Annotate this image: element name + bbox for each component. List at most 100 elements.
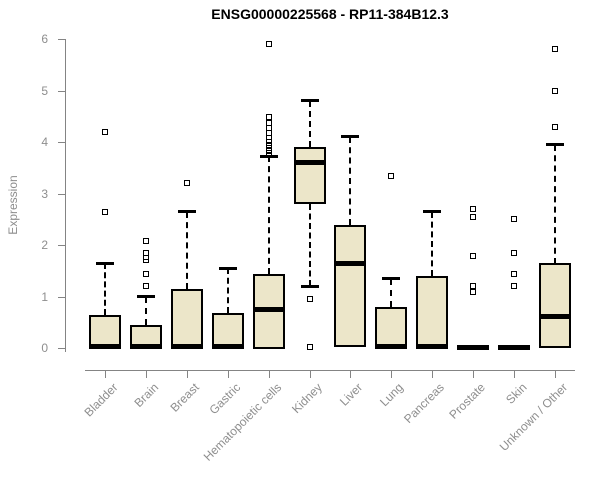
outlier-point (470, 283, 476, 289)
x-axis-tick (555, 371, 556, 378)
y-axis-tick (58, 297, 65, 298)
x-axis-line (85, 370, 575, 371)
outlier-point (470, 289, 476, 295)
upper-whisker (349, 137, 351, 225)
outlier-point (511, 271, 517, 277)
upper-whisker (268, 156, 270, 274)
y-axis-tick (58, 245, 65, 246)
y-axis-tick (58, 91, 65, 92)
x-axis-tick (146, 371, 147, 378)
upper-whisker-cap (301, 99, 319, 102)
outlier-point (102, 209, 108, 215)
upper-whisker-cap (341, 135, 359, 138)
y-axis-line (65, 39, 66, 352)
median-line (498, 345, 530, 350)
y-axis-tick (58, 142, 65, 143)
outlier-point (552, 88, 558, 94)
outlier-point (102, 129, 108, 135)
y-tick-label: 5 (41, 84, 48, 98)
x-tick-label: Pancreas (401, 380, 448, 427)
box (375, 307, 407, 348)
upper-whisker (227, 268, 229, 313)
upper-whisker-cap (423, 210, 441, 213)
box (171, 289, 203, 348)
upper-whisker (390, 279, 392, 307)
outlier-point (511, 283, 517, 289)
median-line (375, 344, 407, 349)
median-line (171, 344, 203, 349)
outlier-point (511, 250, 517, 256)
box (294, 147, 326, 204)
median-line (89, 344, 121, 349)
box (212, 313, 244, 348)
upper-whisker (186, 212, 188, 289)
outlier-point (266, 114, 272, 120)
upper-whisker (309, 101, 311, 147)
upper-whisker-cap (219, 267, 237, 270)
median-line (212, 344, 244, 349)
outlier-point (143, 283, 149, 289)
x-tick-label: Kidney (289, 380, 326, 417)
upper-whisker-cap (137, 295, 155, 298)
outlier-point (184, 180, 190, 186)
x-tick-label: Hematopoietic cells (200, 380, 285, 464)
median-line (294, 160, 326, 165)
outlier-point (266, 120, 272, 126)
x-axis-tick (187, 371, 188, 378)
upper-whisker (431, 212, 433, 276)
outlier-point (266, 41, 272, 47)
box (539, 263, 571, 348)
median-line (539, 314, 571, 319)
median-line (130, 344, 162, 349)
y-tick-label: 1 (41, 290, 48, 304)
box (416, 276, 448, 348)
y-tick-label: 6 (41, 32, 48, 46)
median-line (253, 307, 285, 312)
x-axis-tick (391, 371, 392, 378)
x-axis-tick (105, 371, 106, 378)
lower-whisker (309, 204, 311, 286)
x-axis-tick (269, 371, 270, 378)
x-tick-label: Skin (502, 380, 530, 407)
x-tick-label: Breast (167, 380, 203, 415)
box (334, 225, 366, 347)
upper-whisker-cap (546, 143, 564, 146)
outlier-point (307, 296, 313, 302)
x-axis-tick (310, 371, 311, 378)
x-tick-label: Brain (131, 380, 162, 411)
outlier-point (552, 46, 558, 52)
y-tick-label: 2 (41, 238, 48, 252)
outlier-point (143, 271, 149, 277)
y-tick-label: 0 (41, 341, 48, 355)
x-axis-tick (473, 371, 474, 378)
y-axis-tick (58, 39, 65, 40)
y-axis-tick (58, 348, 65, 349)
outlier-point (552, 124, 558, 130)
x-axis-tick (514, 371, 515, 378)
outlier-point (143, 238, 149, 244)
outlier-point (470, 206, 476, 212)
upper-whisker-cap (96, 262, 114, 265)
y-axis-tick (58, 194, 65, 195)
outlier-point (511, 216, 517, 222)
median-line (416, 344, 448, 349)
median-line (334, 261, 366, 266)
upper-whisker (554, 145, 556, 264)
x-axis-tick (432, 371, 433, 378)
upper-whisker-cap (178, 210, 196, 213)
outlier-point (470, 214, 476, 220)
x-axis-tick (228, 371, 229, 378)
x-tick-label: Lung (377, 380, 407, 410)
x-tick-label: Gastric (206, 380, 244, 418)
y-tick-label: 3 (41, 187, 48, 201)
outlier-point (307, 344, 313, 350)
y-tick-label: 4 (41, 135, 48, 149)
upper-whisker-cap (260, 155, 278, 158)
x-axis-tick (350, 371, 351, 378)
upper-whisker (145, 297, 147, 325)
x-tick-label: Bladder (81, 380, 121, 420)
outlier-point (143, 250, 149, 256)
outlier-point (470, 253, 476, 259)
upper-whisker-cap (382, 277, 400, 280)
